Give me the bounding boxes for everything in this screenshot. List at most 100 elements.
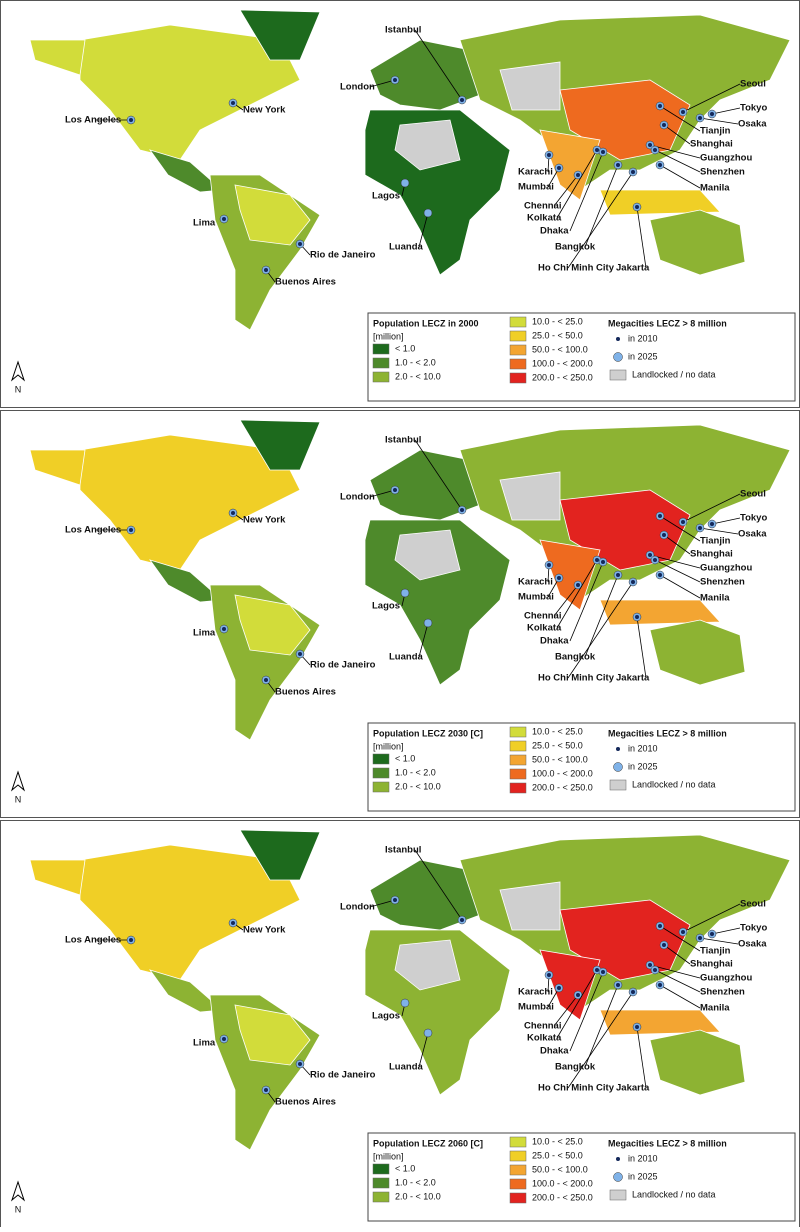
city-leader	[567, 991, 634, 1089]
city-dot-2010	[662, 123, 666, 127]
city-label: Los Angeles	[65, 115, 121, 126]
city-dot-2010	[648, 963, 652, 967]
city-label: Kolkata	[527, 623, 562, 634]
legend-label: in 2010	[628, 743, 658, 753]
legend-dot-2010	[616, 747, 620, 751]
north-label: N	[15, 1204, 22, 1214]
city-label: Kolkata	[527, 213, 562, 224]
legend-swatch	[509, 726, 527, 738]
north-america	[79, 844, 301, 981]
brazil	[234, 594, 311, 656]
city-dot-2010	[658, 514, 662, 518]
legend-swatch	[509, 1164, 527, 1176]
brazil	[234, 1004, 311, 1066]
city-label: Guangzhou	[700, 973, 752, 984]
city-dot-2010	[129, 938, 133, 942]
map-panel: Istanbul London New York Los Angeles Lima Rio…	[0, 820, 800, 1228]
city-dot-2010	[460, 98, 464, 102]
city-dot-2010	[557, 576, 561, 580]
city-leader	[711, 107, 741, 115]
legend-swatch	[372, 753, 390, 765]
city-dot-2010	[635, 1025, 639, 1029]
city-label: Lima	[193, 1038, 216, 1049]
southeast-asia	[599, 599, 721, 626]
legend-label: 25.0 - < 50.0	[532, 1150, 583, 1160]
sahara	[394, 939, 461, 991]
megacity-title: Megacities LECZ > 8 million	[608, 318, 727, 328]
city-leader	[663, 124, 691, 145]
city-dot-2010	[616, 983, 620, 987]
city-label: Karachi	[518, 577, 553, 588]
city-label: Tokyo	[740, 513, 767, 524]
legend-title: Population LECZ in 2000	[373, 318, 479, 328]
city-dot-2010	[547, 563, 551, 567]
legend-label: 25.0 - < 50.0	[532, 740, 583, 750]
city-label: Istanbul	[385, 435, 421, 446]
city-label: Karachi	[518, 167, 553, 178]
city-label: Lagos	[372, 601, 400, 612]
legend-label: 100.0 - < 200.0	[532, 358, 593, 368]
city-dot-2010	[595, 968, 599, 972]
city-dot-2010	[231, 921, 235, 925]
city-dot-2010	[601, 970, 605, 974]
city-leader	[663, 534, 691, 555]
legend-swatch	[509, 1150, 527, 1162]
city-leader	[414, 439, 463, 511]
city-label: Chennai	[524, 1021, 561, 1032]
legend-dot-2010	[616, 337, 620, 341]
legend-swatch	[372, 343, 390, 355]
legend-unit: [million]	[373, 331, 404, 341]
city-leader	[414, 29, 463, 101]
north-arrow	[10, 1180, 26, 1202]
legend-label: 1.0 - < 2.0	[395, 357, 436, 367]
legend-swatch	[372, 371, 390, 383]
city-dot-2010	[264, 678, 268, 682]
central-america	[148, 559, 223, 603]
legend-title: Population LECZ 2030 [C]	[373, 728, 483, 738]
city-dot-2010	[662, 943, 666, 947]
city-leader	[369, 899, 396, 908]
city-label: Rio de Janeiro	[310, 660, 376, 671]
legend-swatch	[509, 1192, 527, 1204]
legend-label: 50.0 - < 100.0	[532, 344, 588, 354]
city-label: Manila	[700, 593, 730, 604]
legend-label: < 1.0	[395, 753, 415, 763]
city-dot-2010	[681, 110, 685, 114]
india	[539, 949, 601, 1021]
australia	[649, 209, 746, 276]
city-leader	[584, 574, 619, 658]
city-leader	[553, 994, 579, 1027]
legend-label: 2.0 - < 10.0	[395, 1191, 441, 1201]
city-dot-2010	[547, 973, 551, 977]
north-label: N	[15, 794, 22, 804]
city-label: Shenzhen	[700, 167, 745, 178]
legend-label: Landlocked / no data	[632, 779, 716, 789]
legend-box	[367, 722, 796, 812]
city-leader	[418, 622, 429, 658]
southeast-asia	[599, 1009, 721, 1036]
city-label: Lagos	[372, 1011, 400, 1022]
sahara	[394, 119, 461, 171]
city-leader	[569, 971, 604, 1052]
legend-label: 100.0 - < 200.0	[532, 768, 593, 778]
alaska	[29, 39, 86, 76]
city-dot-2010	[222, 627, 226, 631]
city-label: Dhaka	[540, 636, 569, 647]
legend-label: Landlocked / no data	[632, 1189, 716, 1199]
city-leader	[569, 561, 604, 642]
city-dot-2010	[631, 990, 635, 994]
city-label: Lagos	[372, 191, 400, 202]
city-leader	[636, 616, 647, 679]
city-dot-2010	[658, 573, 662, 577]
city-dot-2010	[222, 217, 226, 221]
city-label: Manila	[700, 1003, 730, 1014]
city-label: Luanda	[389, 1062, 423, 1073]
legend-swatch	[372, 1177, 390, 1189]
city-label: Tianjin	[700, 946, 731, 957]
central-america	[148, 969, 223, 1013]
legend-label: 200.0 - < 250.0	[532, 372, 593, 382]
city-label: Los Angeles	[65, 935, 121, 946]
city-leader	[682, 83, 741, 113]
legend-label: 1.0 - < 2.0	[395, 767, 436, 777]
